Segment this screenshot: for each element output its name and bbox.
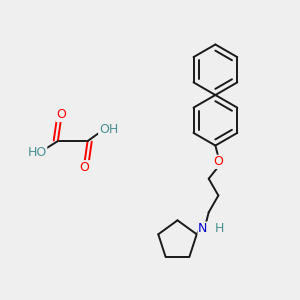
Text: OH: OH bbox=[99, 123, 118, 136]
Text: O: O bbox=[213, 155, 223, 168]
Text: H: H bbox=[214, 222, 224, 235]
Text: N: N bbox=[198, 222, 207, 235]
Text: HO: HO bbox=[27, 146, 47, 160]
Text: O: O bbox=[56, 108, 66, 122]
Text: O: O bbox=[80, 161, 89, 174]
